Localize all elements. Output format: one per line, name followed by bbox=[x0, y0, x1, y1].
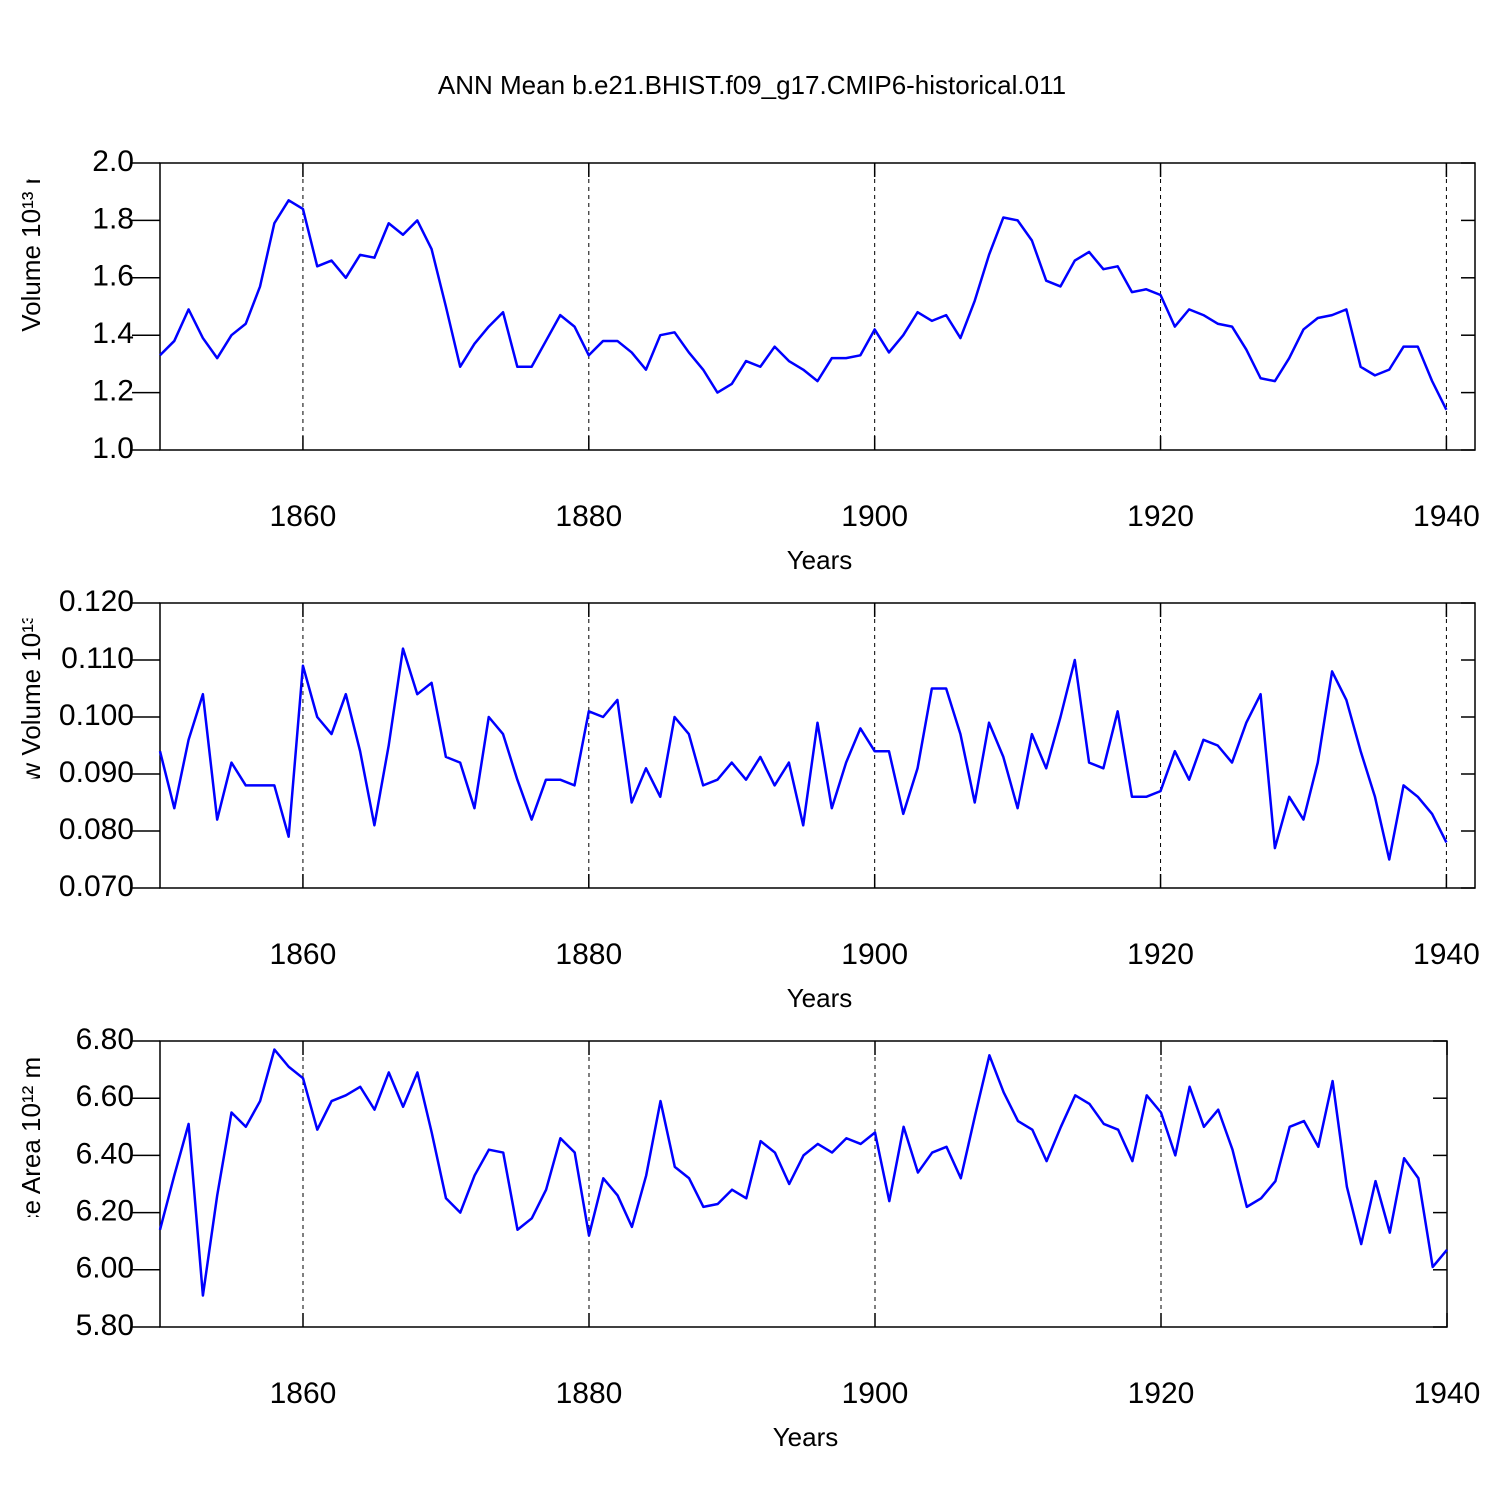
y-tick-label: 2.0 bbox=[92, 145, 134, 178]
x-tick-label: 1880 bbox=[555, 500, 622, 533]
data-line bbox=[158, 647, 1448, 861]
plot-frame bbox=[159, 602, 1476, 889]
y-tick-label: 0.070 bbox=[59, 870, 134, 903]
y-tick-label: 1.6 bbox=[92, 260, 134, 293]
y-tick-label: 6.80 bbox=[76, 1023, 134, 1056]
y-tick-label: 6.40 bbox=[76, 1137, 134, 1170]
y-axis-title: ArcOC Snow Volume 10¹³ m³ bbox=[16, 578, 46, 914]
x-tick-label: 1860 bbox=[270, 1377, 337, 1410]
data-line bbox=[159, 199, 1448, 411]
x-tick-label: 1900 bbox=[842, 1377, 909, 1410]
x-tick-label: 1940 bbox=[1413, 938, 1480, 971]
y-tick-label: 0.090 bbox=[59, 756, 134, 789]
y-tick-label: 6.00 bbox=[76, 1252, 134, 1285]
x-tick-label: 1940 bbox=[1414, 1377, 1481, 1410]
data-line bbox=[158, 1048, 1448, 1297]
y-axis-title: ArcOC Ice Area 10¹² m² bbox=[16, 1048, 46, 1320]
y-tick-label: 0.080 bbox=[59, 813, 134, 846]
y-tick-label: 6.60 bbox=[76, 1080, 134, 1113]
x-tick-label: 1880 bbox=[556, 1377, 623, 1410]
x-axis-title: Years bbox=[787, 983, 853, 1013]
plot-frame bbox=[159, 162, 1476, 451]
plot-frame bbox=[159, 1040, 1448, 1328]
x-tick-label: 1900 bbox=[841, 500, 908, 533]
y-tick-label: 5.80 bbox=[76, 1309, 134, 1342]
x-axis-title: Years bbox=[773, 1422, 839, 1452]
y-tick-label: 0.120 bbox=[59, 585, 134, 618]
y-tick-label: 1.4 bbox=[92, 317, 134, 350]
figure-title: ANN Mean b.e21.BHIST.f09_g17.CMIP6-histo… bbox=[438, 70, 1066, 100]
y-tick-label: 6.20 bbox=[76, 1195, 134, 1228]
y-tick-label: 0.110 bbox=[61, 642, 134, 675]
x-tick-label: 1920 bbox=[1127, 938, 1194, 971]
x-axis-title: Years bbox=[787, 545, 853, 575]
y-tick-label: 1.8 bbox=[92, 202, 134, 235]
y-tick-label: 1.0 bbox=[92, 432, 134, 465]
y-tick-label: 1.2 bbox=[92, 375, 134, 408]
x-tick-label: 1920 bbox=[1128, 1377, 1195, 1410]
y-axis-title: ArcOC Ice Volume 10¹³ m³ bbox=[16, 154, 46, 459]
x-tick-label: 1860 bbox=[270, 938, 337, 971]
x-tick-label: 1880 bbox=[555, 938, 622, 971]
x-tick-label: 1900 bbox=[841, 938, 908, 971]
y-tick-label: 0.100 bbox=[59, 699, 134, 732]
x-tick-label: 1940 bbox=[1413, 500, 1480, 533]
x-tick-label: 1860 bbox=[270, 500, 337, 533]
x-tick-label: 1920 bbox=[1127, 500, 1194, 533]
